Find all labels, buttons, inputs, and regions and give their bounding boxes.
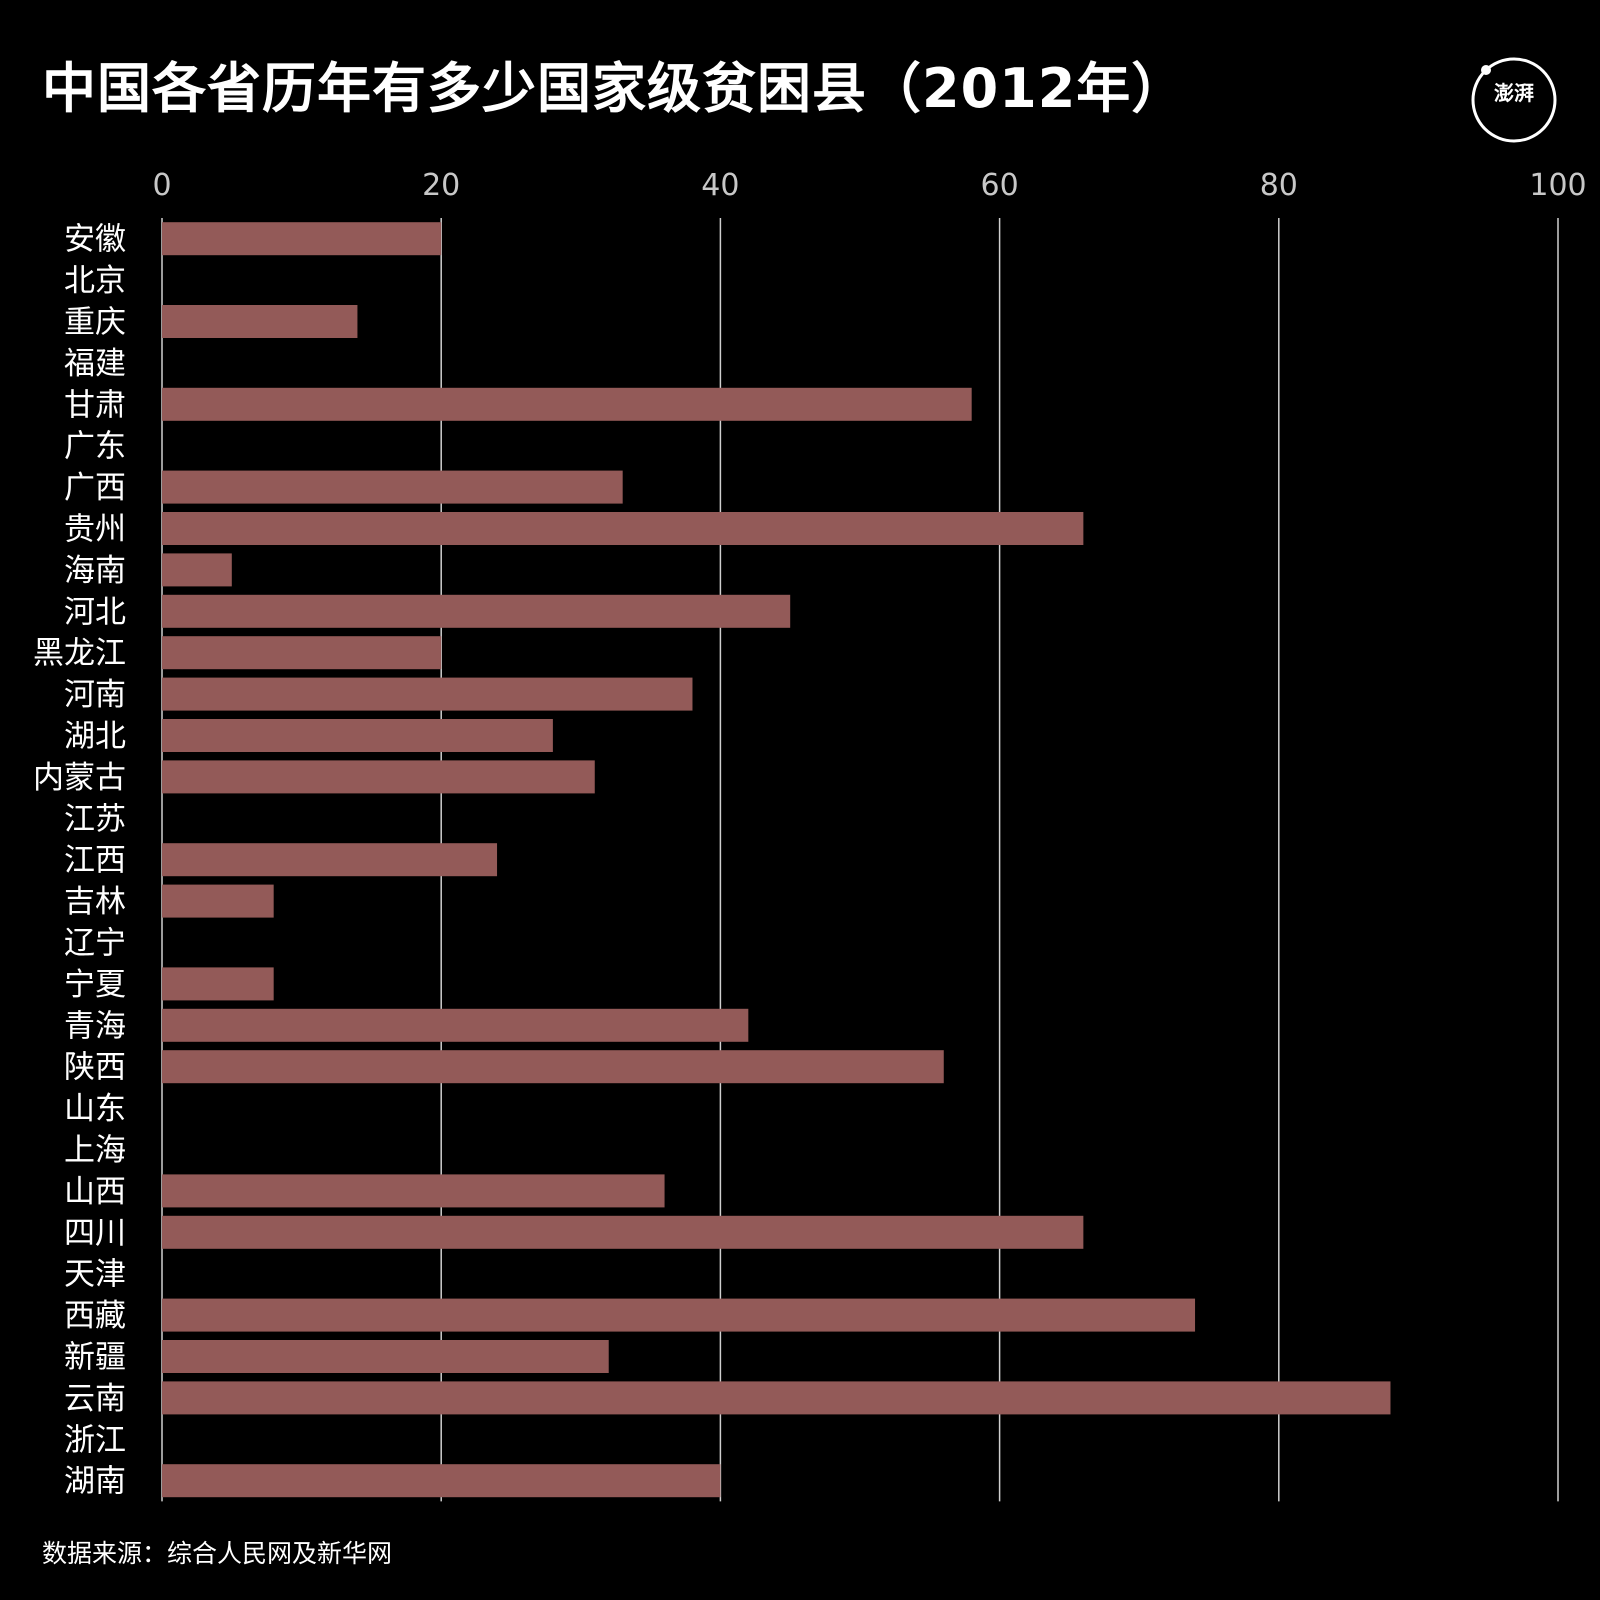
bar xyxy=(162,967,274,1001)
bar xyxy=(162,553,232,587)
category-label: 江苏 xyxy=(64,801,126,837)
category-label: 福建 xyxy=(64,346,126,382)
bar xyxy=(162,1174,665,1208)
category-label: 山西 xyxy=(64,1174,126,1210)
category-label: 西藏 xyxy=(64,1298,126,1334)
category-label: 上海 xyxy=(64,1133,126,1169)
x-tick-label: 0 xyxy=(152,168,171,203)
category-label: 贵州 xyxy=(64,512,126,548)
category-label: 青海 xyxy=(64,1008,126,1044)
bars xyxy=(162,222,1391,1498)
category-label: 江西 xyxy=(64,843,126,879)
bar xyxy=(162,677,693,711)
source-note: 数据来源：综合人民网及新华网 xyxy=(42,1539,393,1568)
bar xyxy=(162,1215,1084,1249)
category-label: 内蒙古 xyxy=(33,760,126,796)
bar xyxy=(162,387,972,421)
category-label: 山东 xyxy=(64,1091,126,1127)
category-label: 湖北 xyxy=(64,719,126,755)
bar xyxy=(162,512,1084,545)
bar xyxy=(162,719,553,752)
bar xyxy=(162,1050,944,1084)
bar xyxy=(162,594,791,628)
logo-text: 澎湃 xyxy=(1494,81,1534,105)
category-label: 四川 xyxy=(64,1215,126,1251)
category-label: 天津 xyxy=(64,1257,126,1293)
category-label: 河南 xyxy=(64,677,126,713)
category-label: 云南 xyxy=(64,1381,126,1417)
bar xyxy=(162,222,442,256)
bar xyxy=(162,843,498,877)
category-label: 甘肃 xyxy=(64,387,126,423)
bar xyxy=(162,470,623,504)
category-label: 陕西 xyxy=(64,1050,126,1086)
bar xyxy=(162,760,595,794)
category-label: 吉林 xyxy=(64,884,126,920)
bar xyxy=(162,1381,1391,1415)
bar xyxy=(162,1298,1196,1332)
category-label: 黑龙江 xyxy=(33,636,126,672)
x-tick-label: 40 xyxy=(701,168,739,203)
bar xyxy=(162,305,358,338)
category-labels: 安徽北京重庆福建甘肃广东广西贵州海南河北黑龙江河南湖北内蒙古江苏江西吉林辽宁宁夏… xyxy=(33,222,126,1500)
category-label: 重庆 xyxy=(64,305,126,341)
category-label: 广东 xyxy=(64,429,126,465)
bar xyxy=(162,1008,749,1042)
category-label: 安徽 xyxy=(64,222,126,258)
bar-chart: 0 20 40 60 80 100 安徽北京重庆福建甘肃广东广西贵州海南河北黑龙江河南湖北… xyxy=(33,168,1587,1502)
category-label: 浙江 xyxy=(64,1422,126,1458)
category-label: 广西 xyxy=(64,470,126,506)
category-label: 海南 xyxy=(64,553,126,589)
bar xyxy=(162,1464,721,1498)
bar xyxy=(162,636,442,670)
thepaper-logo-icon: 澎湃 xyxy=(1471,57,1557,143)
bar xyxy=(162,1340,609,1373)
x-tick-label: 100 xyxy=(1529,168,1586,203)
x-tick-label: 80 xyxy=(1260,168,1298,203)
category-label: 河北 xyxy=(64,594,126,630)
category-label: 宁夏 xyxy=(64,967,126,1003)
x-tick-labels: 0 20 40 60 80 100 xyxy=(152,168,1586,203)
category-label: 新疆 xyxy=(64,1340,126,1376)
category-label: 北京 xyxy=(64,263,126,299)
bar xyxy=(162,884,274,918)
category-label: 湖南 xyxy=(64,1464,126,1500)
chart-title: 中国各省历年有多少国家级贫困县（2012年） xyxy=(42,57,1187,120)
grid-lines xyxy=(161,218,1559,1502)
x-tick-label: 20 xyxy=(422,168,460,203)
x-tick-label: 60 xyxy=(981,168,1019,203)
category-label: 辽宁 xyxy=(64,926,126,962)
